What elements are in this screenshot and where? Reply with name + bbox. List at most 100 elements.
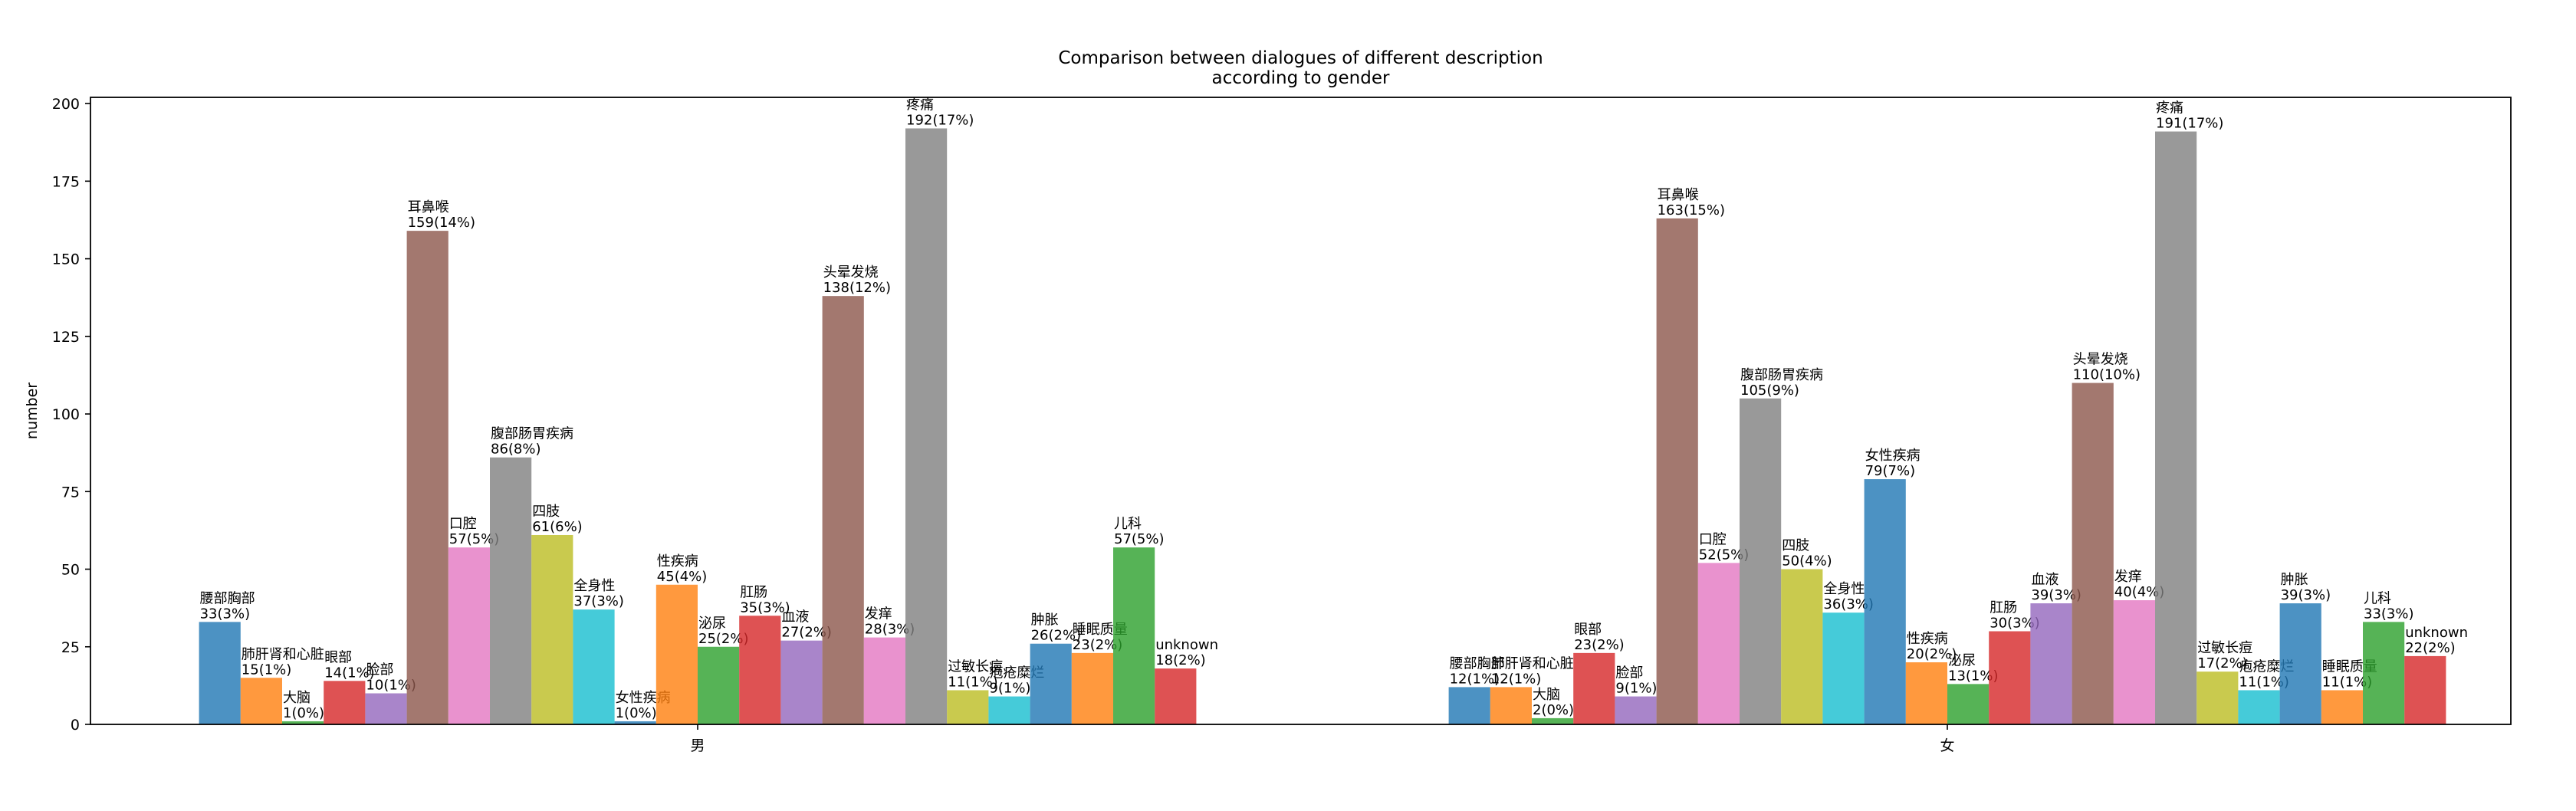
bar-value-label: 26(2%) [1031,628,1082,644]
bar-data-label: 肿胀 26(2%) [1031,612,1082,644]
bar-data-label: 头晕发烧 138(12%) [823,264,891,296]
y-axis-label: number [24,383,41,439]
bar-category-name: 四肢 [1782,538,1809,554]
bar [2321,690,2363,724]
bar-data-label: 脸部 10(1%) [366,662,416,694]
bar [1947,684,1990,724]
bar [2155,131,2197,724]
bar-data-label: 泌尿 25(2%) [698,616,749,647]
bar-value-label: 13(1%) [1948,668,1999,684]
bar [1740,398,1782,724]
bar-category-name: 发痒 [2114,569,2142,585]
bar-value-label: 192(17%) [906,112,974,128]
bar-category-name: 肿胀 [1031,612,1059,629]
bar-value-label: 138(12%) [823,280,891,296]
bar [1532,717,1574,724]
bar-category-name: 腰部胸部 [200,590,255,606]
bar-value-label: 86(8%) [491,442,541,458]
bar-category-name: 腰部胸部 [1450,655,1505,671]
y-tick-label: 125 [52,329,80,346]
bar-data-label: 肛肠 30(3%) [1990,600,2040,632]
bar [199,622,241,724]
bar [573,609,615,724]
bar [2363,622,2405,724]
bar [1781,569,1823,724]
bar [1656,218,1698,725]
bar-value-label: 159(14%) [408,215,475,231]
bar-data-label: 过敏长痘 11(1%) [948,658,1003,690]
bar-data-label: 四肢 50(4%) [1782,538,1832,570]
bar-category-name: 腹部肠胃疾病 [491,426,573,442]
bar-data-label: 疼痛 191(17%) [2156,100,2223,132]
bar-category-name: 眼部 [1574,622,1602,638]
bar-value-label: 33(3%) [200,606,251,622]
bar-data-label: 腰部胸部 33(3%) [200,590,255,622]
bar-data-label: 疼痛 192(17%) [906,97,974,128]
bar-data-label: 女性疾病 79(7%) [1865,448,1921,479]
bar [988,696,1030,724]
y-tick-label: 200 [52,96,80,113]
bar-data-label: 肺肝肾和心脏 15(1%) [242,646,324,678]
bar-value-label: 39(3%) [2281,587,2331,603]
bar-value-label: 50(4%) [1782,553,1832,570]
bar-category-name: 耳鼻喉 [1658,187,1699,203]
bar-value-label: 45(4%) [657,569,708,585]
bar-category-name: unknown [1155,637,1218,653]
bar-category-name: 口腔 [449,516,477,532]
bar [406,231,449,724]
bar-data-label: 口腔 57(5%) [449,516,500,547]
bar-value-label: 33(3%) [2364,606,2414,622]
bar-data-label: 头晕发烧 110(10%) [2073,352,2141,383]
bar [1573,652,1615,724]
bar-value-label: 11(1%) [2322,674,2373,690]
bar-data-label: 泌尿 13(1%) [1948,652,1999,684]
x-tick-label: 男 [690,737,705,754]
plot-frame [90,97,2512,725]
y-tick-label: 150 [52,251,80,268]
bar [1030,643,1072,724]
bar [2196,671,2239,724]
bar-category-name: 大脑 [1533,687,1560,703]
bar-value-label: 40(4%) [2114,584,2165,600]
bar-data-label: 大脑 1(0%) [283,690,324,721]
bar-data-label: 全身性 37(3%) [573,578,624,609]
bar-value-label: 52(5%) [1699,547,1750,563]
bar-category-name: 头晕发烧 [2073,352,2128,368]
bar-category-name: 泌尿 [698,616,726,632]
bar-value-label: 12(1%) [1450,671,1500,687]
bar-data-label: 血液 39(3%) [2031,572,2082,603]
bar-category-name: unknown [2405,625,2468,641]
bar-category-name: 大脑 [283,690,310,706]
bar-value-label: 57(5%) [1114,531,1165,547]
y-tick-label: 50 [61,562,80,579]
bar-data-label: 脸部 9(1%) [1615,665,1657,697]
bar [1905,662,1947,724]
bar-value-label: 39(3%) [2031,587,2082,603]
bar-category-name: 耳鼻喉 [408,199,449,215]
bar-category-name: 脸部 [366,662,393,678]
bar [1490,687,1532,724]
bar-value-label: 2(0%) [1533,702,1574,718]
bar-value-label: 22(2%) [2405,640,2456,656]
bar-data-label: 发痒 40(4%) [2114,569,2165,600]
bar [324,681,366,724]
bar-value-label: 1(0%) [616,705,657,721]
bar-data-label: 发痒 28(3%) [865,606,915,638]
bar-data-label: 腹部肠胃疾病 105(9%) [1740,367,1823,399]
bar-value-label: 1(0%) [283,705,324,721]
bar-value-label: 9(1%) [1615,681,1657,697]
bar-value-label: 30(3%) [1990,616,2040,632]
bar-value-label: 18(2%) [1155,652,1206,668]
bar-data-label: 性疾病 20(2%) [1907,631,1957,662]
bar-value-label: 11(1%) [948,674,998,690]
bar-value-label: 23(2%) [1073,637,1123,653]
bar-category-name: 疼痛 [2156,100,2183,117]
bar-category-name: 泌尿 [1948,652,1976,668]
bar-category-name: 性疾病 [1907,631,1948,647]
bar-value-label: 11(1%) [2239,674,2289,690]
bar-value-label: 12(1%) [1491,671,1542,687]
bar-value-label: 9(1%) [989,681,1030,697]
bar-category-name: 腹部肠胃疾病 [1740,367,1823,383]
bar [2238,690,2280,724]
